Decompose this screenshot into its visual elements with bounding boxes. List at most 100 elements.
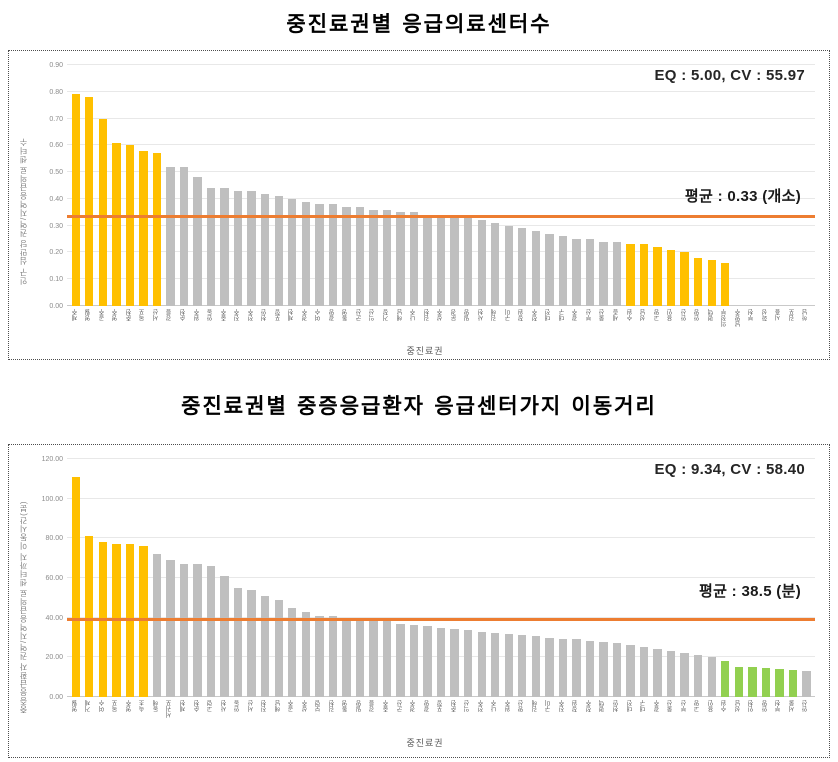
x-category-label: 안산 xyxy=(803,700,810,712)
bar-보령 xyxy=(315,615,324,697)
bar-cell xyxy=(218,459,232,697)
x-category-label: 남양주 xyxy=(735,308,742,327)
x-category-label: 제주 xyxy=(72,308,79,321)
x-category-cell: 보령 xyxy=(313,700,327,734)
x-category-label: 서산 xyxy=(248,700,255,712)
x-category-cell: 세종 xyxy=(610,309,624,342)
x-category-cell: 여수 xyxy=(96,700,110,734)
bar-cell xyxy=(177,459,191,697)
bar-창원 xyxy=(518,228,527,306)
bar-거제 xyxy=(85,536,94,697)
bar-cell xyxy=(543,65,557,306)
chart1-body: 인구 십만당 권역/지역응급의료 센터수 EQ : 5.00, CV : 55.… xyxy=(15,62,819,357)
x-category-label: 영월 xyxy=(86,308,93,321)
chart2-average-annotation: 평균 : 38.5 (분) xyxy=(699,582,801,600)
bar-제천 xyxy=(288,198,297,306)
bar-춘천 xyxy=(125,145,135,306)
x-category-cell: 순천 xyxy=(191,700,205,734)
bar-cell xyxy=(570,65,584,306)
x-category-cell: 목포 xyxy=(137,309,151,342)
bar-cell xyxy=(326,65,340,306)
x-category-cell: 부천 xyxy=(773,700,787,734)
x-category-label: 충주 xyxy=(221,308,228,321)
x-category-cell: 영월 xyxy=(83,309,97,342)
bar-고양 xyxy=(653,247,662,306)
x-category-cell: 하남 xyxy=(800,309,814,342)
bar-상주 xyxy=(436,214,446,306)
bar-부산 xyxy=(680,653,689,697)
bar-광주 xyxy=(572,239,581,306)
bar-cell xyxy=(488,459,502,697)
bar-cell xyxy=(786,459,800,697)
y-tick-label: 0.70 xyxy=(49,115,63,123)
bar-cell xyxy=(516,65,530,306)
bar-김천 xyxy=(423,214,432,306)
gridline xyxy=(67,537,815,539)
x-category-label: 대구 xyxy=(641,700,648,712)
x-category-label: 해남 xyxy=(275,700,282,712)
x-category-label: 통영 xyxy=(343,308,350,321)
bar-김천 xyxy=(328,615,338,697)
chart2-yaxis-label-column: 중증응급환자 권역/지역응급의료 센터까지 이동시간(분) xyxy=(15,459,31,755)
x-category-cell: 수원 xyxy=(624,309,638,342)
x-category-label: 나주 xyxy=(492,700,499,712)
y-tick-label: 0.60 xyxy=(49,142,63,150)
bar-안동 xyxy=(206,188,216,306)
bar-cell xyxy=(380,459,394,697)
bar-cell xyxy=(204,65,218,306)
x-category-label: 목포 xyxy=(113,700,120,712)
x-category-cell: 안동 xyxy=(231,700,245,734)
x-category-cell: 고령 xyxy=(204,700,218,734)
bar-cell xyxy=(123,65,137,306)
x-category-label: 광양 xyxy=(424,700,431,712)
x-category-cell: 대전 xyxy=(543,309,557,342)
chart2-eq-cv-annotation: EQ : 9.34, CV : 58.40 xyxy=(654,461,805,478)
chart1-category-axis: 제주 영월 공주 영주 춘천 목포 서산 강릉 순천 원주 안동 충주 진주 전주 천안 포항 제천 경주 여수 광양… xyxy=(67,306,815,342)
bar-군산 xyxy=(396,623,405,697)
x-category-label: 부천 xyxy=(749,308,756,321)
bar-cell xyxy=(678,65,692,306)
x-category-cell: 용인 xyxy=(705,700,719,734)
x-category-label: 군산 xyxy=(356,308,363,321)
x-category-label: 충주 xyxy=(383,700,390,712)
bar-충주 xyxy=(382,619,392,697)
bar-순천 xyxy=(193,564,202,697)
bar-cell xyxy=(691,65,705,306)
x-category-cell: 강릉 xyxy=(164,309,178,342)
bar-익산 xyxy=(463,629,473,697)
chart1-plot-column: EQ : 5.00, CV : 55.97 평균 : 0.33 (개소) 0.0… xyxy=(31,62,819,357)
bar-cell xyxy=(150,459,164,697)
x-category-cell: 창원 xyxy=(516,309,530,342)
x-category-label: 사천 xyxy=(221,700,228,712)
bar-cell xyxy=(678,459,692,697)
bar-성남 xyxy=(639,244,649,306)
x-category-cell: 대구 xyxy=(637,700,651,734)
bar-cell xyxy=(340,65,354,306)
x-category-label: 고양 xyxy=(654,308,661,321)
bar-cell xyxy=(394,65,408,306)
bar-제천 xyxy=(179,564,189,697)
bar-cell xyxy=(691,459,705,697)
x-category-cell: 경주 xyxy=(299,309,313,342)
bar-서산 xyxy=(152,153,162,306)
x-category-cell: 평택 xyxy=(705,309,719,342)
bar-cell xyxy=(164,459,178,697)
x-category-label: 인천 xyxy=(749,700,756,712)
bar-cell xyxy=(69,459,83,697)
bar-대전 xyxy=(545,233,554,306)
bar-cell xyxy=(110,65,124,306)
x-category-cell: 성남 xyxy=(637,309,651,342)
x-category-cell: 원주 xyxy=(191,309,205,342)
x-category-label: 통영 xyxy=(343,700,350,712)
x-category-cell: 안양 xyxy=(759,700,773,734)
bar-cell xyxy=(137,459,151,697)
bar-cell xyxy=(177,65,191,306)
x-category-label: 밀양 xyxy=(465,308,472,321)
bar-cell xyxy=(543,459,557,697)
bar-cell xyxy=(367,65,381,306)
bar-진천 xyxy=(261,595,270,697)
x-category-label: 상주 xyxy=(438,308,445,321)
bar-김해 xyxy=(531,635,541,697)
x-category-cell: 상주 xyxy=(299,700,313,734)
x-category-cell: 김포 xyxy=(786,309,800,342)
